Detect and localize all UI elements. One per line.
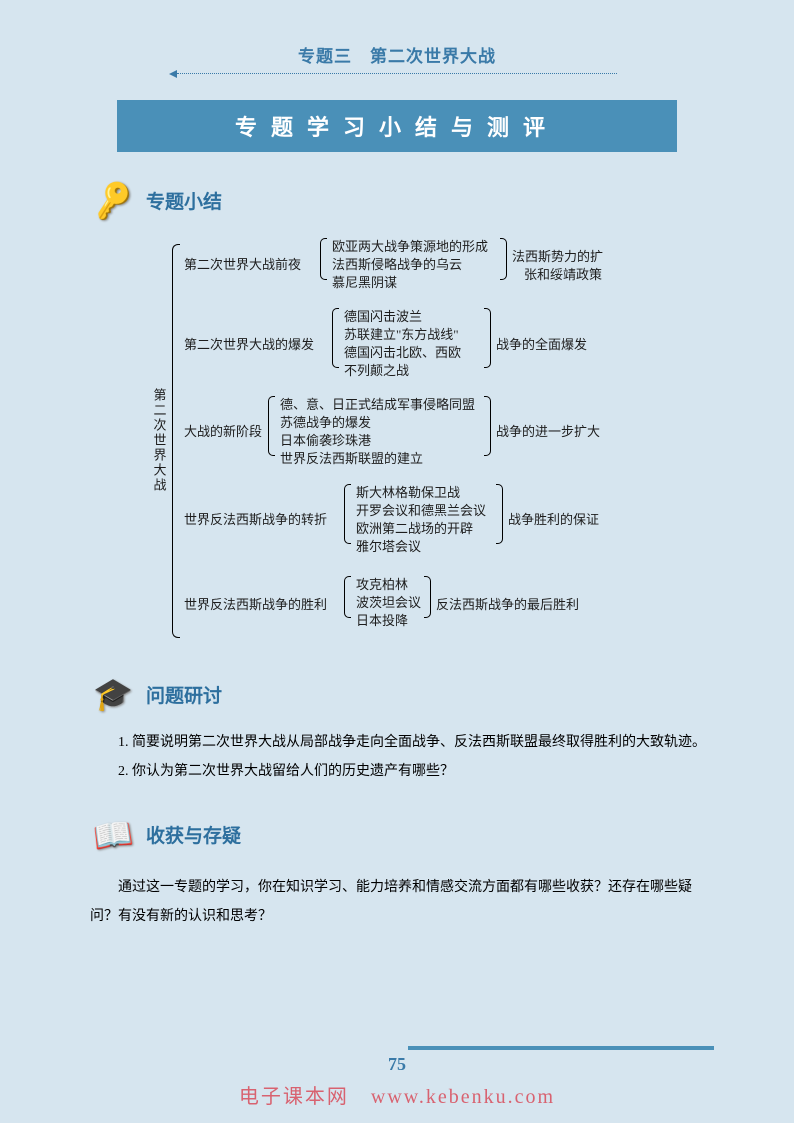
tree-right: 战争的进一步扩大 [496,421,600,440]
cap-icon: 🎓 [90,674,136,714]
banner-text: 专题学习小结与测评 [235,115,559,140]
question-text: 1. 简要说明第二次世界大战从局部战争走向全面战争、反法西斯联盟最终取得胜利的大… [90,728,714,757]
title-banner: 专题学习小结与测评 [117,100,677,152]
tree-item: 斯大林格勒保卫战 [356,482,460,501]
page-footer: 75 [0,1046,794,1075]
tree-branch-label: 世界反法西斯战争的转折 [184,509,327,528]
tree-brace-close [500,238,507,280]
page-number: 75 [0,1054,794,1075]
tree-branch-label: 第二次世界大战前夜 [184,254,301,273]
tree-brace [344,484,351,544]
chapter-title: 专题三 第二次世界大战 [0,42,794,67]
header-rule [177,73,617,74]
section-title: 问题研讨 [146,681,222,708]
footer-rule [408,1046,714,1050]
tree-brace [320,238,327,280]
page-header: 专题三 第二次世界大战 [0,0,794,74]
tree-brace [332,308,339,368]
tree-main-brace [172,244,180,638]
tree-item: 慕尼黑阴谋 [332,272,397,291]
section-header: 🔑 专题小结 [90,180,714,220]
tree-right: 反法西斯战争的最后胜利 [436,594,579,613]
tree-item: 日本投降 [356,610,408,629]
tree-item: 苏联建立"东方战线" [344,324,459,343]
section-header: 📖 收获与存疑 [90,815,714,855]
tree-branch-label: 第二次世界大战的爆发 [184,334,314,353]
tree-brace [344,576,351,618]
tree-item: 德国闪击北欧、西欧 [344,342,461,361]
tree-right: 法西斯势力的扩 [512,246,603,265]
book-icon: 📖 [87,812,138,858]
tree-brace [268,396,275,456]
tree-item: 欧亚两大战争策源地的形成 [332,236,488,255]
tree-right: 张和绥靖政策 [524,264,602,283]
section-summary: 🔑 专题小结 第二次世界大战 第二次世界大战前夜 欧亚两大战争策源地的形成 法西… [90,180,714,646]
question-text: 2. 你认为第二次世界大战留给人们的历史遗产有哪些？ [90,757,714,786]
tree-branch-label: 大战的新阶段 [184,421,262,440]
tree-item: 攻克柏林 [356,574,408,593]
tree-root-label: 第二次世界大战 [152,389,168,494]
tree-item: 日本偷袭珍珠港 [280,430,371,449]
watermark: 电子课本网 www.kebenku.com [0,1080,794,1109]
summary-tree: 第二次世界大战 第二次世界大战前夜 欧亚两大战争策源地的形成 法西斯侵略战争的乌… [152,236,714,646]
reflection-body: 通过这一专题的学习，你在知识学习、能力培养和情感交流方面都有哪些收获？还存在哪些… [90,873,714,932]
section-questions: 🎓 问题研讨 1. 简要说明第二次世界大战从局部战争走向全面战争、反法西斯联盟最… [90,674,714,787]
tree-item: 不列颠之战 [344,360,409,379]
tree-item: 德国闪击波兰 [344,306,422,325]
tree-brace-close [496,484,503,544]
tree-right: 战争胜利的保证 [508,509,599,528]
section-reflection: 📖 收获与存疑 通过这一专题的学习，你在知识学习、能力培养和情感交流方面都有哪些… [90,815,714,932]
tree-item: 波茨坦会议 [356,592,421,611]
tree-brace-close [484,308,491,368]
tree-item: 苏德战争的爆发 [280,412,371,431]
tree-brace-close [424,576,431,618]
tree-right: 战争的全面爆发 [496,334,587,353]
tree-item: 开罗会议和德黑兰会议 [356,500,486,519]
tree-brace-close [484,396,491,456]
tree-item: 法西斯侵略战争的乌云 [332,254,462,273]
section-title: 收获与存疑 [146,821,241,848]
tree-item: 德、意、日正式结成军事侵略同盟 [280,394,475,413]
section-title: 专题小结 [146,187,222,214]
key-icon: 🔑 [86,176,139,225]
tree-item: 欧洲第二战场的开辟 [356,518,473,537]
tree-item: 世界反法西斯联盟的建立 [280,448,423,467]
tree-branch-label: 世界反法西斯战争的胜利 [184,594,327,613]
section-header: 🎓 问题研讨 [90,674,714,714]
tree-item: 雅尔塔会议 [356,536,421,555]
